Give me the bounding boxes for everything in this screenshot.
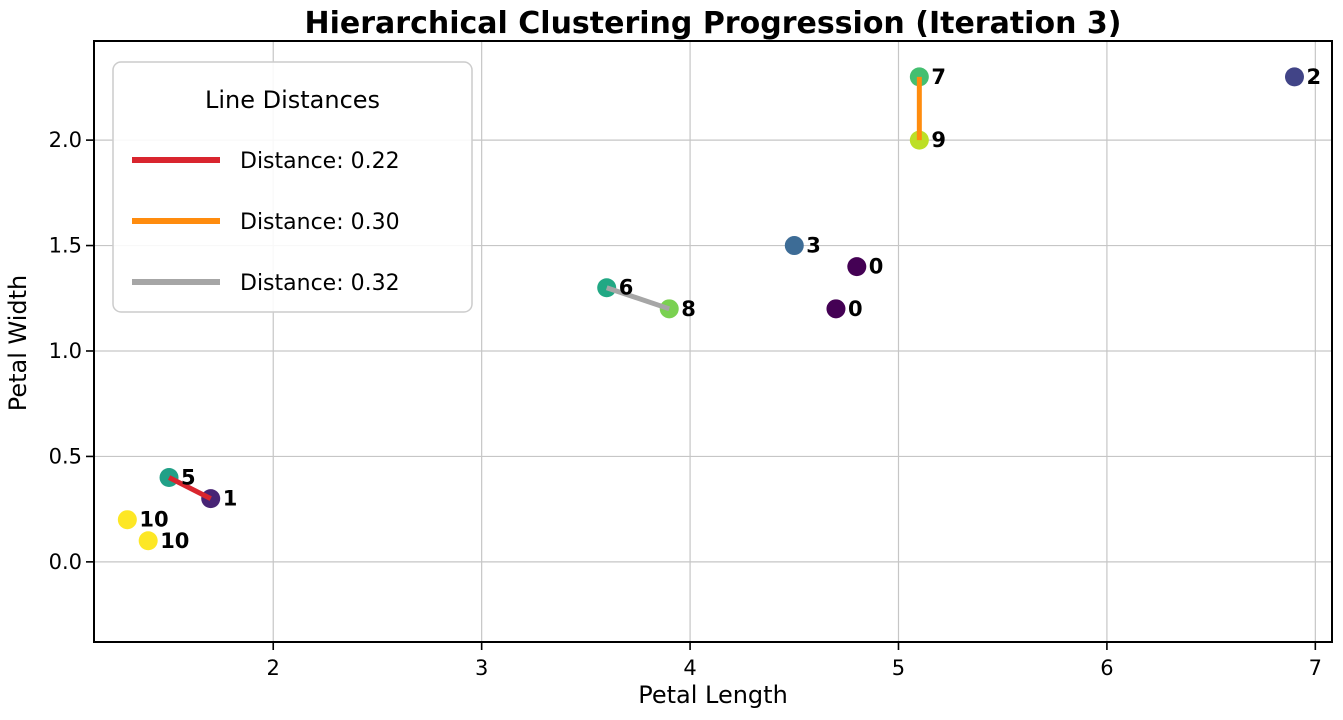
point-cluster-label: 5 (181, 466, 196, 490)
point-cluster-label: 9 (931, 128, 946, 152)
y-tick-label: 2.0 (49, 128, 82, 152)
distance-line (167, 475, 212, 501)
point-cluster-label: 8 (681, 297, 696, 321)
cluster-link-lines (167, 76, 922, 501)
data-point (117, 510, 137, 530)
x-tick-label: 3 (475, 656, 488, 680)
point-cluster-label: 2 (1306, 65, 1321, 89)
x-tick-label: 2 (267, 656, 280, 680)
point-cluster-label: 3 (806, 234, 821, 258)
legend-box (112, 61, 473, 313)
y-tick-label: 0.5 (49, 444, 82, 468)
point-cluster-label: 7 (931, 65, 946, 89)
x-axis-label: Petal Length (638, 681, 788, 709)
x-tick-label: 7 (1309, 656, 1322, 680)
x-tick-label: 5 (892, 656, 905, 680)
point-cluster-label: 6 (619, 276, 634, 300)
data-point (1284, 67, 1304, 87)
legend-title: Line Distances (205, 86, 380, 114)
y-axis-label: Petal Width (4, 275, 32, 412)
y-tick-label: 1.5 (49, 234, 82, 258)
point-cluster-label: 10 (139, 508, 168, 532)
axes: 2 3 4 5 6 7 0.0 0.5 1.0 1.5 2.0 (49, 40, 1333, 680)
data-point (784, 236, 804, 256)
data-point (826, 299, 846, 319)
plot-border (93, 40, 1333, 643)
data-point (138, 531, 158, 551)
y-tick-label: 1.0 (49, 339, 82, 363)
legend-entry-label: Distance: 0.22 (240, 149, 400, 174)
point-cluster-label: 1 (223, 487, 238, 511)
data-point (847, 257, 867, 277)
point-cluster-label: 0 (848, 297, 863, 321)
chart-title: Hierarchical Clustering Progression (Ite… (305, 6, 1122, 41)
distance-line (605, 285, 671, 312)
legend-entry-label: Distance: 0.30 (240, 210, 400, 235)
y-tick-label: 0.0 (49, 550, 82, 574)
legend: Line Distances Distance: 0.22 Distance: 0.… (112, 61, 473, 313)
point-cluster-label: 0 (869, 255, 884, 279)
x-tick-label: 6 (1100, 656, 1113, 680)
point-cluster-label: 10 (160, 529, 189, 553)
legend-entry-label: Distance: 0.32 (240, 271, 400, 296)
x-tick-label: 4 (683, 656, 696, 680)
